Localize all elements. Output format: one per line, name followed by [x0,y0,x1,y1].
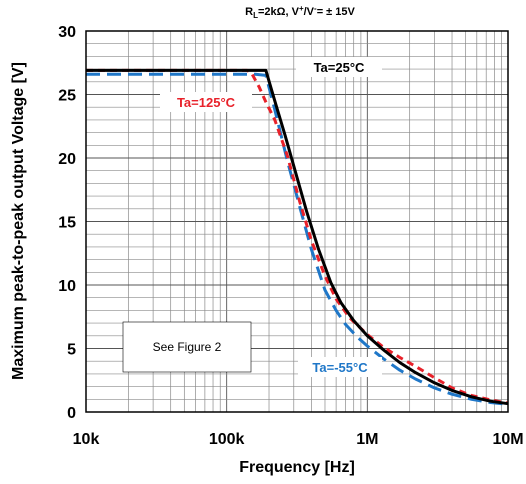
x-tick-label: 10k [73,431,100,448]
y-tick-label: 15 [58,215,76,232]
series-layer [86,68,509,406]
plot-frame [85,30,509,413]
y-tick-label: 10 [58,278,76,295]
series-line-ta-25-c [86,68,509,406]
see-figure-note: See Figure 2 [153,340,222,354]
y-tick-label: 25 [58,88,76,105]
annotation-box-m55c [298,357,382,377]
annotation-m55c: Ta=-55°C [312,360,368,375]
series-line-ta-55-c [86,72,509,406]
x-tick-label: 10M [492,431,523,448]
annotation-box-125c [160,92,252,112]
annotation-25c: Ta=25°C [314,60,365,75]
x-tick-label: 100k [209,431,245,448]
y-tick-label: 20 [58,151,76,168]
y-tick-label: 30 [58,24,76,41]
see-figure-box [122,321,252,373]
y-tick-labels: 0 5 10 15 20 25 30 [58,24,76,422]
chart-title: RL=2kΩ, V+/V-= ± 15V [245,4,355,20]
y-tick-label: 5 [67,342,76,359]
x-axis-label: Frequency [Hz] [239,459,355,476]
x-tick-labels: 10k 100k 1M 10M [73,431,524,448]
y-axis-label: Maximum peak-to-peak output Voltage [V] [10,62,27,380]
y-tick-label: 0 [67,405,76,422]
series-line-ta-125-c [86,68,509,405]
annotation-125c: Ta=125°C [177,95,236,110]
x-tick-label: 1M [356,431,378,448]
annotation-box-25c [296,57,382,77]
